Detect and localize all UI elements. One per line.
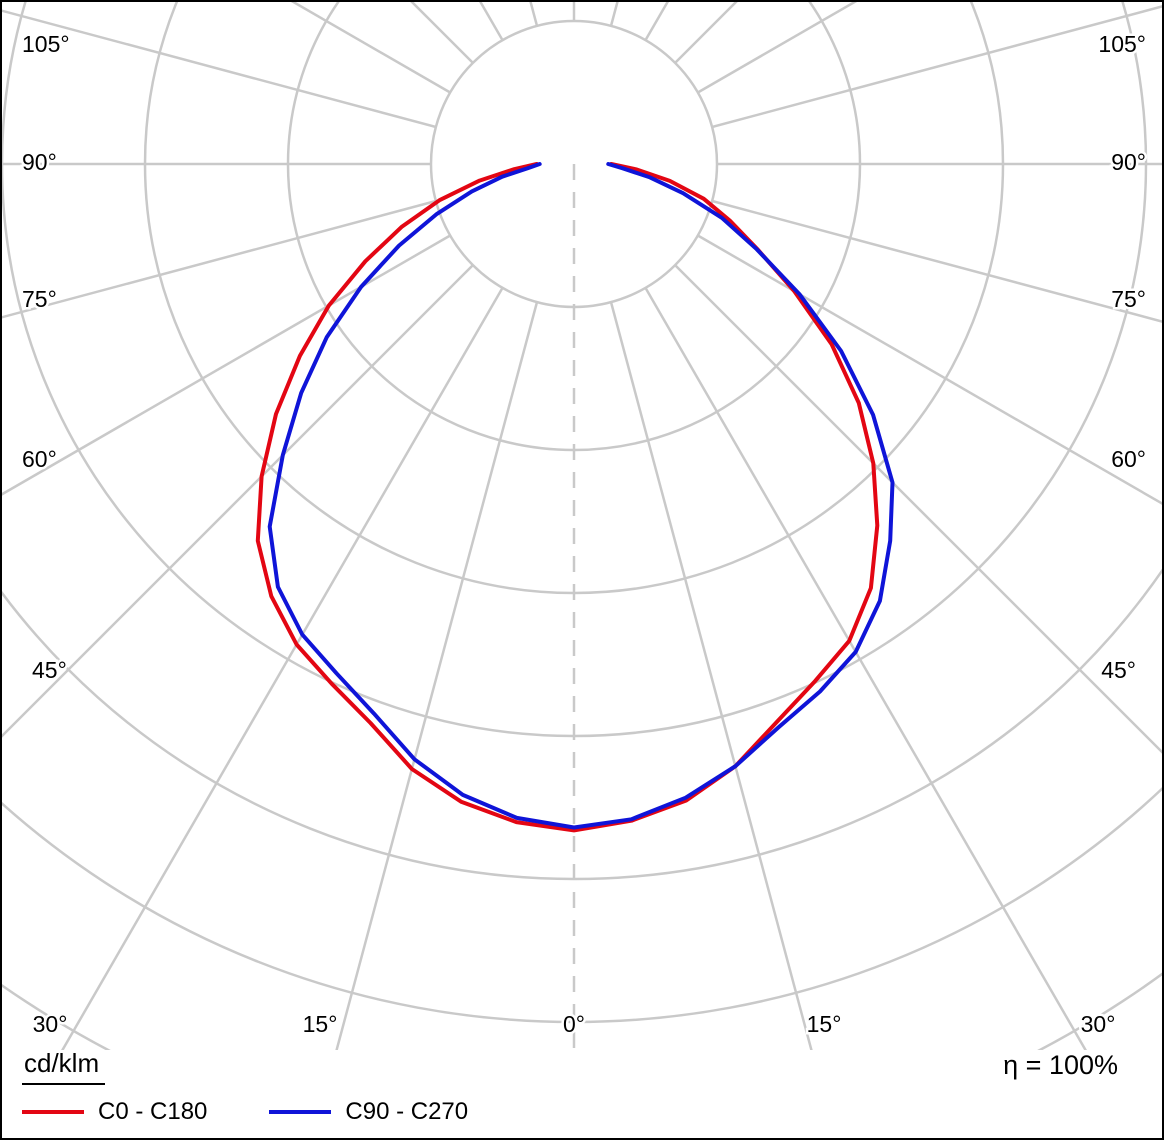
svg-text:15°: 15° [303,1011,338,1037]
series-c90-c270-swatch [269,1110,332,1114]
svg-text:15°: 15° [807,1011,842,1037]
svg-text:30°: 30° [1081,1011,1116,1037]
svg-text:45°: 45° [1101,657,1136,683]
svg-text:75°: 75° [22,286,57,312]
polar-chart-canvas: 105° 90° 75° 60° 45° 105° 90° 75° 60° 45° 30° 15° 0°… [2,2,1162,1050]
series-c90-c270-label: C90 - C270 [345,1098,469,1125]
svg-text:60°: 60° [1111,446,1146,472]
svg-text:45°: 45° [32,657,67,683]
svg-text:105°: 105° [1098,31,1146,57]
series-c0-c180-label: C0 - C180 [98,1098,208,1125]
svg-text:0°: 0° [563,1011,585,1037]
svg-text:105°: 105° [22,31,70,57]
svg-text:90°: 90° [1111,149,1146,175]
svg-text:75°: 75° [1111,286,1146,312]
svg-text:90°: 90° [22,149,57,175]
series-c0-c180-swatch [22,1110,84,1114]
svg-text:30°: 30° [33,1011,68,1037]
chart-legend: cd/klm η = 100% C0 - C180 C90 - C270 [2,1046,1162,1138]
legend-series-row: C0 - C180 C90 - C270 [22,1098,530,1126]
unit-label: cd/klm [22,1048,106,1085]
efficiency-label: η = 100% [1003,1050,1118,1080]
svg-text:60°: 60° [22,446,57,472]
